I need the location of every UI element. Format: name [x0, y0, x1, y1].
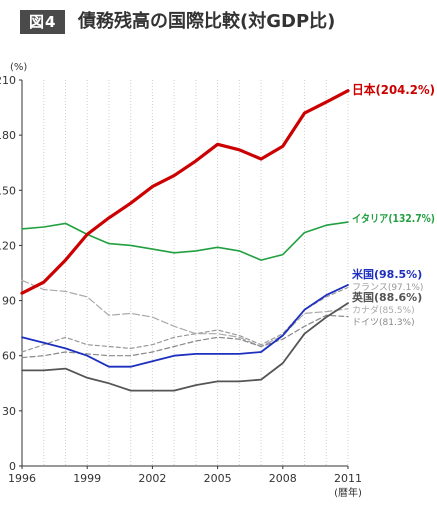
series-line-日本 — [20, 89, 350, 295]
x-tick-label-2011: 2011 — [334, 472, 362, 485]
y-tick-label-30: 30 — [2, 405, 16, 418]
chart-header: 図4 債務残高の国際比較(対GDP比) — [0, 0, 437, 44]
series-line-英国 — [21, 302, 349, 392]
x-tick-label-1999: 1999 — [73, 472, 101, 485]
series-label-カナダ: カナダ(85.5%) — [352, 304, 415, 316]
y-tick-label-90: 90 — [2, 295, 16, 308]
y-unit-label: (%) — [10, 62, 27, 73]
series-label-ドイツ: ドイツ(81.3%) — [352, 318, 415, 328]
series-label-フランス: フランス(97.1%) — [352, 282, 423, 293]
figure-number-badge: 図4 — [20, 10, 66, 34]
x-tick-label-2005: 2005 — [204, 472, 232, 485]
y-tick-label-150: 150 — [0, 184, 16, 197]
y-tick-label-210: 210 — [0, 74, 16, 87]
series-lines — [20, 89, 350, 392]
series-label-英国: 英国(88.6%) — [351, 290, 422, 304]
y-tick-label-120: 120 — [0, 239, 16, 252]
series-line-イタリア — [21, 221, 349, 261]
y-tick-label-0: 0 — [9, 460, 16, 473]
axes: 0 30 60 90 120 150 180 210(%) 1996 1999 2002 2005 20… — [0, 62, 362, 499]
y-tick-label-60: 60 — [2, 350, 16, 363]
x-tick-label-2008: 2008 — [269, 472, 297, 485]
x-tick-label-1996: 1996 — [8, 472, 36, 485]
y-tick-label-180: 180 — [0, 129, 16, 142]
series-line-米国 — [21, 283, 349, 368]
x-tick-label-2002: 2002 — [138, 472, 166, 485]
chart-title: 債務残高の国際比較(対GDP比) — [78, 11, 336, 32]
series-line-カナダ — [21, 279, 349, 348]
x-unit-label: (暦年) — [334, 486, 362, 499]
series-line-ドイツ — [21, 314, 349, 359]
series-label-イタリア: イタリア(132.7%) — [352, 213, 435, 225]
series-labels: 日本(204.2%) イタリア(132.7%) 米国(98.5%)フランス(97.1… — [351, 82, 435, 328]
series-label-日本: 日本(204.2%) — [352, 82, 435, 97]
series-label-米国: 米国(98.5%) — [351, 267, 422, 281]
grid-lines — [43, 80, 349, 466]
